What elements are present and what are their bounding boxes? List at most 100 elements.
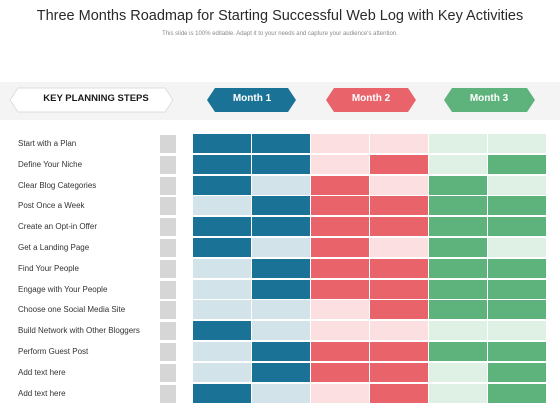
grid-cell: [370, 342, 428, 361]
row-tab: [160, 363, 176, 382]
grid-cell: [370, 134, 428, 153]
grid-cell: [252, 321, 310, 341]
row-tab: [160, 176, 176, 195]
grid-cell: [488, 134, 546, 153]
grid-cell: [429, 300, 487, 320]
grid-cell: [193, 300, 251, 320]
grid-cell: [311, 196, 369, 216]
grid-cell: [193, 279, 251, 299]
grid-cell: [311, 238, 369, 257]
row-tab: [160, 197, 176, 216]
grid-cell: [311, 154, 369, 174]
grid-cell: [488, 238, 546, 257]
grid-cell: [429, 383, 487, 403]
row-tab: [160, 155, 176, 174]
grid-cell: [193, 321, 251, 341]
row-label: Define Your Niche: [14, 155, 160, 174]
grid-cell: [252, 134, 310, 153]
grid-cell: [311, 342, 369, 361]
grid-cell: [370, 175, 428, 195]
grid-cell: [370, 258, 428, 278]
grid-cell: [488, 300, 546, 320]
grid-cell: [311, 258, 369, 278]
grid-cell: [252, 154, 310, 174]
grid-cell: [370, 279, 428, 299]
slide-subtitle: This slide is 100% editable. Adapt it to…: [162, 31, 398, 37]
row-label: Find Your People: [14, 259, 160, 278]
grid-cell: [193, 342, 251, 361]
grid-cell: [193, 134, 251, 153]
row-tab: [160, 259, 176, 278]
key-steps-tab: [9, 87, 174, 113]
grid-cell: [370, 300, 428, 320]
row-label: Engage with Your People: [14, 280, 160, 299]
grid-cell: [488, 154, 546, 174]
grid-cell: [311, 383, 369, 403]
grid-cell: [252, 342, 310, 361]
month-1-label: Month 1: [232, 93, 272, 104]
row-label: Create an Opt-in Offer: [14, 218, 160, 237]
row-tab: [160, 384, 176, 403]
grid-cell: [193, 217, 251, 237]
row-label: Choose one Social Media Site: [14, 301, 160, 320]
grid-cell: [488, 362, 546, 382]
grid-cell: [488, 217, 546, 237]
grid-cell: [370, 321, 428, 341]
grid-cell: [488, 196, 546, 216]
row-label: Add text here: [14, 363, 160, 382]
grid-cell: [488, 258, 546, 278]
grid-cell: [311, 217, 369, 237]
row-label: Get a Landing Page: [14, 239, 160, 257]
grid-cell: [488, 321, 546, 341]
grid-cell: [252, 196, 310, 216]
grid-cell: [193, 362, 251, 382]
grid-cell: [252, 362, 310, 382]
grid-cell: [193, 154, 251, 174]
key-planning-steps-header: KEY PLANNING STEPS: [43, 93, 149, 104]
grid-cell: [311, 175, 369, 195]
grid-cell: [193, 383, 251, 403]
row-label: Perform Guest Post: [14, 343, 160, 361]
grid-cell: [370, 217, 428, 237]
grid-cell: [252, 175, 310, 195]
tab-month-1: [207, 88, 296, 112]
row-tab: [160, 280, 176, 299]
row-label: Add text here: [14, 384, 160, 403]
grid-cell: [311, 300, 369, 320]
grid-cell: [488, 175, 546, 195]
grid-cell: [252, 238, 310, 257]
row-tab: [160, 218, 176, 237]
grid-cell: [311, 321, 369, 341]
grid-cell: [488, 383, 546, 403]
grid-cell: [370, 154, 428, 174]
row-label: Clear Blog Categories: [14, 176, 160, 195]
grid-cell: [370, 383, 428, 403]
grid-cell: [429, 321, 487, 341]
row-label: Start with a Plan: [14, 135, 160, 153]
grid-cell: [429, 196, 487, 216]
row-tab: [160, 135, 176, 153]
grid-cell: [429, 258, 487, 278]
grid-cell: [429, 217, 487, 237]
grid-cell: [193, 238, 251, 257]
grid-cell: [193, 258, 251, 278]
grid-cell: [252, 258, 310, 278]
grid-cell: [252, 383, 310, 403]
grid-cell: [252, 300, 310, 320]
grid-cell: [429, 134, 487, 153]
grid-cell: [252, 217, 310, 237]
grid-cell: [429, 279, 487, 299]
grid-cell: [429, 342, 487, 361]
grid-cell: [370, 196, 428, 216]
grid-cell: [429, 154, 487, 174]
grid-cell: [370, 238, 428, 257]
row-label: Build Network with Other Bloggers: [14, 322, 160, 341]
grid-cell: [311, 279, 369, 299]
grid-cell: [429, 362, 487, 382]
grid-cell: [429, 238, 487, 257]
slide-title: Three Months Roadmap for Starting Succes…: [36, 8, 524, 24]
grid-cell: [193, 175, 251, 195]
row-tab: [160, 301, 176, 320]
grid-cell: [488, 279, 546, 299]
grid-cell: [193, 196, 251, 216]
